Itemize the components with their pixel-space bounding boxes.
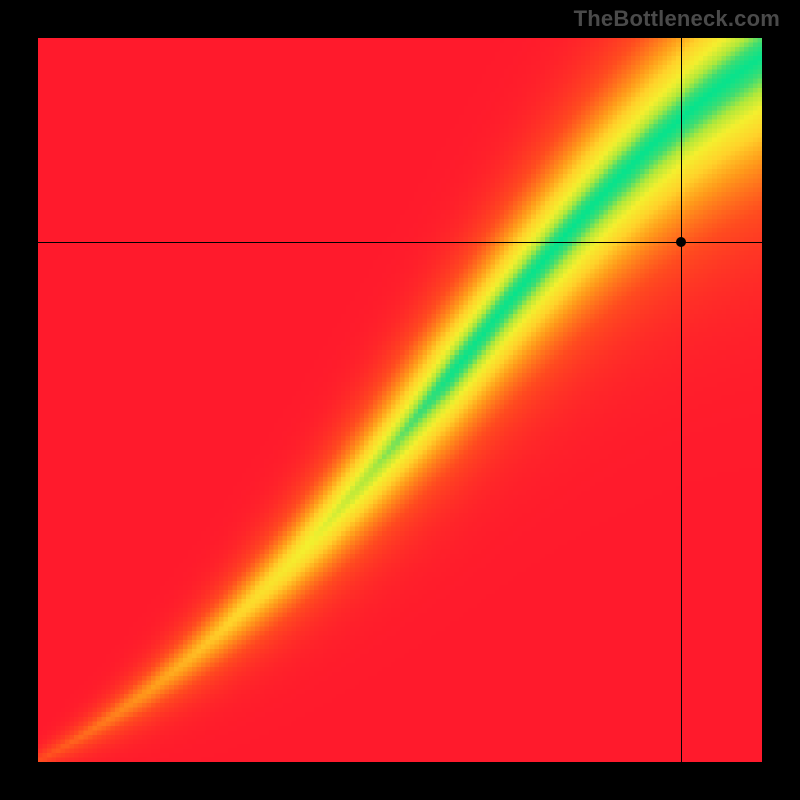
- chart-frame: TheBottleneck.com: [0, 0, 800, 800]
- heatmap-plot: [38, 38, 762, 762]
- crosshair-horizontal: [38, 242, 762, 243]
- crosshair-marker: [676, 237, 686, 247]
- crosshair-vertical: [681, 38, 682, 762]
- heatmap-canvas: [38, 38, 762, 762]
- watermark-text: TheBottleneck.com: [574, 6, 780, 32]
